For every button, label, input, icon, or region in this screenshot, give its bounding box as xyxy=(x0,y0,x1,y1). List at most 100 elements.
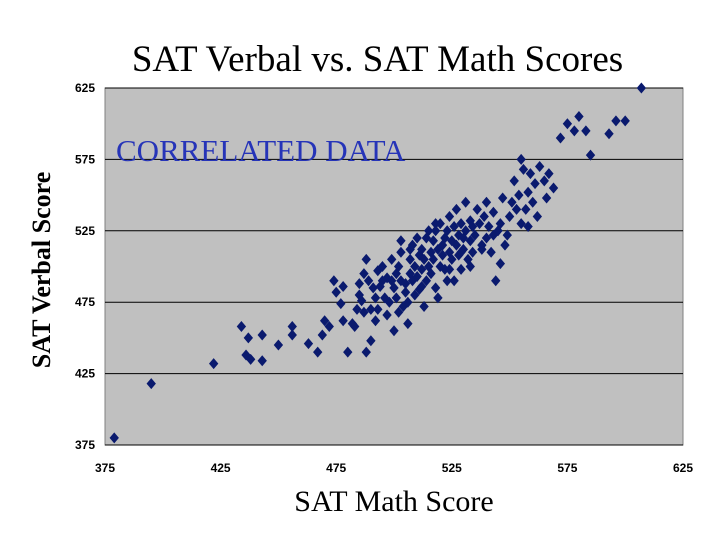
y-tick-label: 375 xyxy=(75,438,95,452)
data-point xyxy=(555,132,566,144)
data-point xyxy=(433,292,443,304)
data-point xyxy=(241,349,251,361)
data-point xyxy=(569,125,580,137)
data-point xyxy=(373,303,383,315)
data-point xyxy=(391,292,401,304)
data-point xyxy=(470,229,480,241)
data-point xyxy=(393,261,404,272)
data-point xyxy=(449,221,459,233)
data-point xyxy=(389,282,399,294)
data-point xyxy=(273,339,284,351)
data-point xyxy=(384,296,395,308)
data-point xyxy=(208,358,219,370)
data-point xyxy=(604,128,614,140)
data-point xyxy=(495,258,506,270)
data-point xyxy=(287,329,297,341)
data-point xyxy=(581,125,591,137)
data-point xyxy=(544,168,554,180)
data-point xyxy=(481,232,492,244)
data-point xyxy=(331,286,341,298)
data-point xyxy=(460,196,471,208)
data-point xyxy=(500,239,510,251)
data-point xyxy=(257,355,267,367)
data-point xyxy=(444,211,455,223)
data-point xyxy=(424,261,434,272)
data-point xyxy=(370,292,381,304)
data-point xyxy=(514,189,524,201)
data-point xyxy=(382,309,392,321)
data-point xyxy=(451,239,462,251)
data-point xyxy=(481,196,492,208)
data-point xyxy=(317,329,328,341)
data-point xyxy=(405,253,415,265)
data-point xyxy=(636,82,647,94)
data-point xyxy=(458,232,469,244)
data-point xyxy=(507,196,517,208)
data-point xyxy=(370,315,381,327)
data-point xyxy=(460,225,471,237)
data-point xyxy=(366,303,376,315)
y-tick-label: 475 xyxy=(75,295,95,309)
data-point xyxy=(442,275,452,287)
data-point xyxy=(511,203,522,215)
data-point xyxy=(387,253,397,265)
data-point xyxy=(534,161,545,173)
data-point xyxy=(287,320,297,332)
data-point xyxy=(465,261,475,272)
data-point xyxy=(548,182,559,194)
data-point xyxy=(350,320,360,332)
y-tick-label: 525 xyxy=(75,224,95,238)
data-point xyxy=(403,296,413,308)
data-point xyxy=(523,186,533,198)
data-point xyxy=(488,229,499,241)
data-point xyxy=(303,338,314,350)
data-point xyxy=(245,353,256,365)
x-tick-label: 475 xyxy=(326,461,346,475)
data-point xyxy=(477,243,487,255)
y-axis-label: SAT Verbal Score xyxy=(27,171,56,369)
data-point xyxy=(361,346,371,358)
data-point xyxy=(412,232,422,244)
data-point xyxy=(523,221,533,233)
data-point xyxy=(417,243,427,255)
data-point xyxy=(329,275,339,287)
data-point xyxy=(574,111,584,123)
data-point xyxy=(472,203,482,215)
data-point xyxy=(474,218,485,230)
data-point xyxy=(467,221,478,233)
x-tick-label: 625 xyxy=(673,461,693,475)
data-point xyxy=(430,282,441,294)
x-axis-label: SAT Math Score xyxy=(294,485,494,518)
data-point xyxy=(465,215,475,227)
y-tick-label: 425 xyxy=(75,367,95,381)
data-point xyxy=(509,175,519,187)
data-point xyxy=(313,346,323,358)
data-point xyxy=(421,275,432,287)
data-point xyxy=(530,178,540,190)
data-point xyxy=(491,275,501,287)
data-point xyxy=(541,192,552,204)
data-point xyxy=(363,275,374,287)
data-point xyxy=(426,268,436,280)
data-point xyxy=(467,246,478,258)
data-point xyxy=(562,118,573,130)
data-point xyxy=(236,320,247,332)
data-point xyxy=(449,275,459,287)
data-point xyxy=(495,218,506,230)
data-point xyxy=(382,272,392,284)
data-point xyxy=(430,218,441,230)
data-point xyxy=(324,320,334,332)
data-point xyxy=(396,246,406,258)
chart-title: SAT Verbal vs. SAT Math Scores xyxy=(131,39,624,80)
data-point xyxy=(447,235,457,247)
data-point xyxy=(389,325,399,337)
data-point xyxy=(442,225,452,237)
data-point xyxy=(403,318,413,330)
y-tick-label: 625 xyxy=(75,81,95,95)
data-point xyxy=(465,235,475,247)
data-point xyxy=(447,253,457,265)
data-point xyxy=(146,378,156,390)
data-point xyxy=(354,278,364,290)
data-point xyxy=(504,211,515,223)
data-point xyxy=(343,346,353,358)
